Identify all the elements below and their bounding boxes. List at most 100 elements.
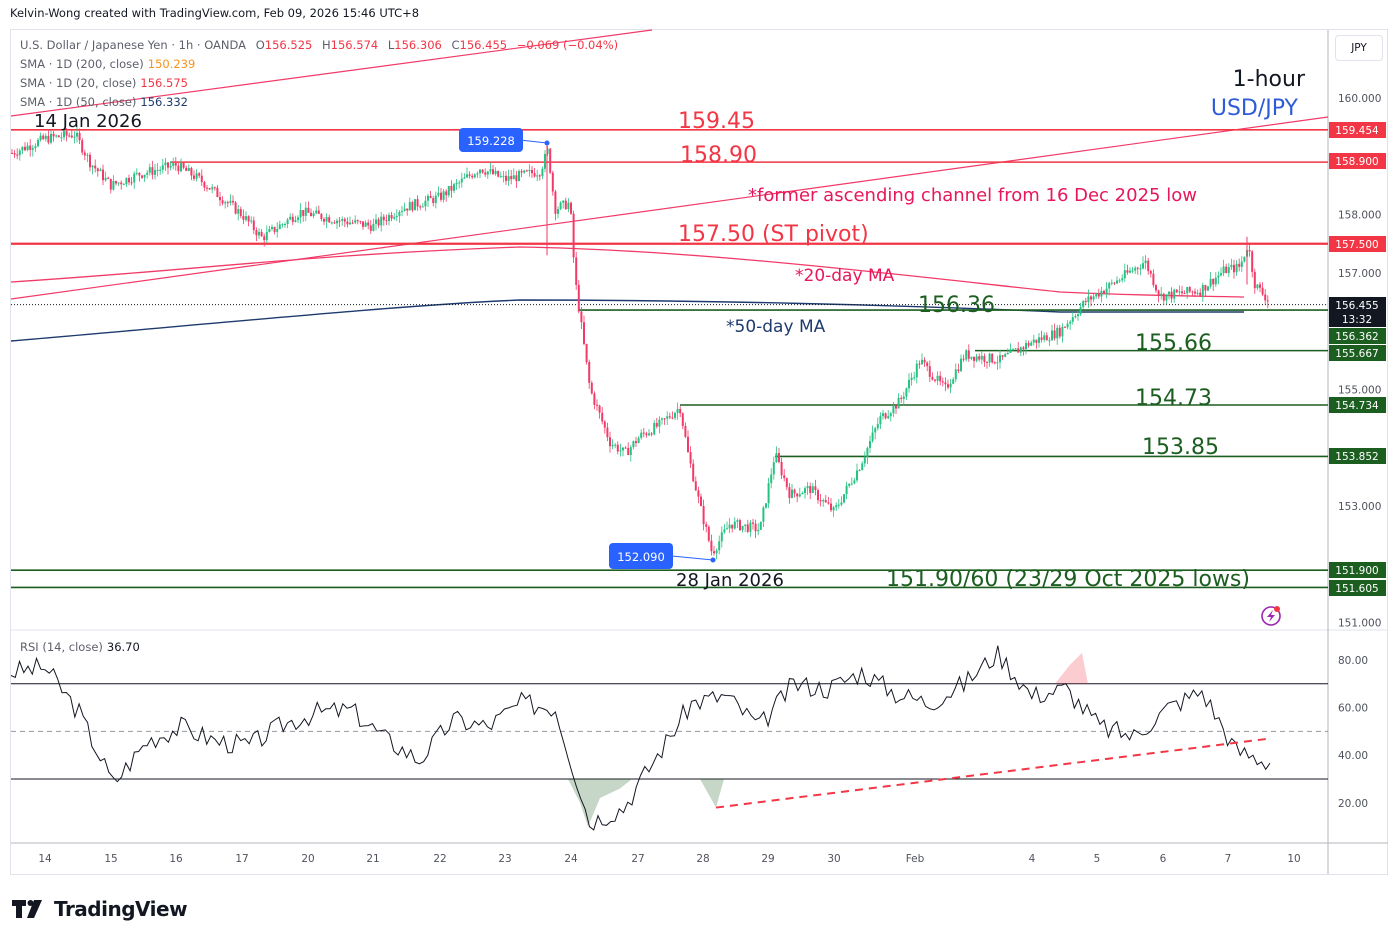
candle-body (967, 350, 970, 359)
price-tag (1329, 562, 1386, 578)
candle-body (330, 222, 333, 224)
candle-body (978, 356, 981, 360)
ohlc-low: 156.306 (394, 38, 442, 52)
candle-body (341, 219, 344, 221)
candle-body (986, 361, 988, 363)
candle-body (866, 447, 869, 458)
tradingview-logo[interactable]: TradingView (12, 897, 188, 921)
symbol-legend[interactable]: U.S. Dollar / Japanese Yen · 1h · OANDA … (20, 38, 618, 52)
candle-body (853, 480, 856, 484)
candle-body (905, 388, 908, 397)
candle-body (687, 436, 689, 453)
candle-body (317, 210, 320, 214)
candle-body (141, 175, 143, 178)
rsi-legend[interactable]: RSI (14, close) 36.70 (20, 640, 140, 654)
time-axis-label: 7 (1225, 853, 1232, 865)
candle-body (447, 185, 450, 196)
candle-body (845, 485, 848, 495)
candle-body (346, 221, 349, 225)
sma50-line (10, 299, 1244, 342)
candle-body (242, 215, 245, 220)
rsi-axis-label: 20.00 (1338, 798, 1368, 810)
candle-body (323, 219, 325, 222)
indicator-value: 150.239 (147, 57, 196, 71)
candle-body (167, 162, 169, 168)
candle-body (208, 188, 211, 190)
indicator-legend-sma50[interactable]: SMA · 1D (50, close) 156.332 (20, 95, 188, 109)
candle-body (749, 522, 752, 532)
candle-body (910, 377, 913, 380)
candle-body (16, 154, 19, 156)
candle-body (1126, 270, 1129, 273)
candle-body (489, 169, 492, 172)
candle-body (156, 169, 159, 171)
price-tag-text: 153.852 (1335, 451, 1378, 463)
candle-body (965, 350, 968, 360)
candle-body (1077, 314, 1079, 317)
candle-body (1162, 293, 1165, 301)
candle-body (281, 224, 284, 226)
candle-body (642, 432, 645, 434)
price-tag (1329, 580, 1386, 596)
candle-body (1061, 326, 1064, 337)
candle-body (349, 222, 351, 225)
candle-body (21, 146, 24, 151)
candle-body (388, 214, 390, 222)
candle-body (957, 369, 960, 372)
candle-body (1227, 267, 1230, 273)
candle-body (299, 210, 302, 218)
candle-body (18, 150, 21, 156)
candle-body (128, 177, 130, 183)
time-axis-label: 29 (761, 853, 774, 865)
candle-body (512, 175, 515, 180)
callout-high-badge[interactable] (459, 128, 523, 152)
candle-body (801, 492, 804, 495)
candle-body (437, 192, 440, 196)
candle-body (637, 437, 640, 444)
indicator-legend-sma20[interactable]: SMA · 1D (20, close) 156.575 (20, 76, 188, 90)
callout-low-badge[interactable] (609, 543, 673, 569)
candle-body (580, 311, 583, 323)
candle-body (294, 220, 297, 222)
candle-body (247, 216, 250, 222)
candle-body (757, 529, 760, 532)
candle-body (728, 524, 731, 529)
candle-body (1123, 270, 1126, 279)
candle-body (260, 231, 263, 237)
currency-unit-button[interactable]: JPY (1335, 35, 1383, 61)
candle-body (1084, 300, 1087, 303)
level-label-15636: 156.36 (918, 293, 995, 318)
lightning-icon[interactable] (1261, 606, 1281, 626)
candle-body (775, 453, 778, 463)
candle-body (182, 162, 185, 168)
indicator-legend-sma200[interactable]: SMA · 1D (200, close) 150.239 (20, 57, 195, 71)
candle-body (403, 208, 406, 211)
time-axis-label: 16 (169, 853, 183, 865)
candle-body (427, 195, 429, 201)
indicator-label: SMA · 1D (20, close) (20, 76, 137, 90)
candle-body (1207, 286, 1209, 291)
candle-body (112, 181, 115, 190)
callout-high-connector (519, 139, 548, 144)
candle-body (286, 219, 289, 225)
candle-body (549, 148, 552, 173)
candle-body (1157, 290, 1160, 296)
candle-body (746, 524, 749, 532)
candle-body (629, 447, 632, 455)
candle-body (161, 165, 164, 170)
candle-body (726, 528, 728, 530)
indicator-value: 156.575 (140, 76, 188, 90)
candle-body (1131, 270, 1134, 272)
level-label-15473: 154.73 (1135, 386, 1212, 411)
candle-body (601, 412, 604, 422)
candle-body (89, 154, 91, 168)
candle-body (900, 397, 903, 399)
candle-body (24, 146, 26, 151)
candle-body (1082, 300, 1085, 308)
candle-body (627, 447, 630, 455)
candle-body (752, 522, 754, 524)
candle-body (936, 375, 939, 381)
candle-body (1181, 291, 1183, 294)
candle-body (289, 216, 292, 220)
